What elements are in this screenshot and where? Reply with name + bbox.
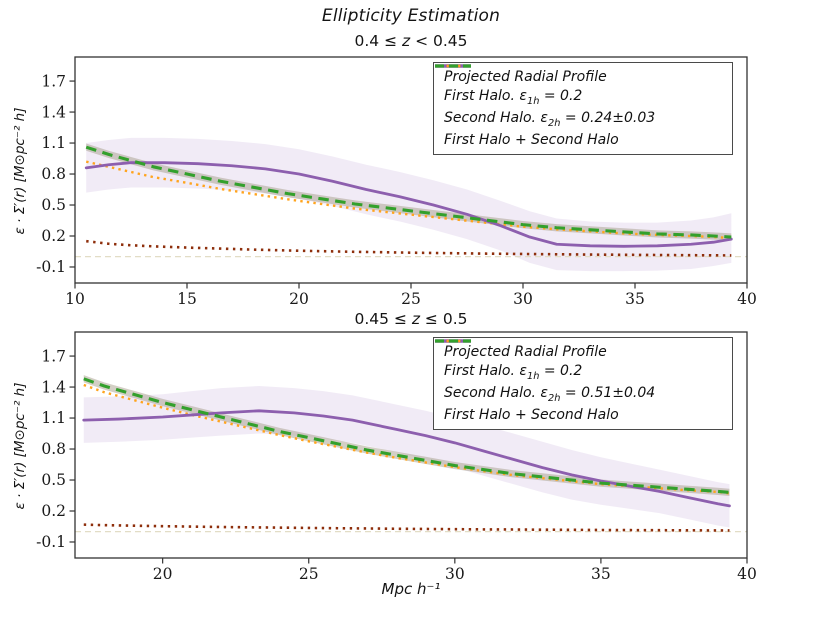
legend-entry: First Halo + Second Halo [435,339,724,423]
x-tick-label: 20 [289,290,309,308]
legend-entry: Projected Radial Profile [435,64,724,86]
panel-2-axes-box [74,331,748,559]
x-tick-label: 30 [445,565,465,583]
panel-2-plot-area [75,375,747,533]
x-tick-label: 25 [401,290,421,308]
x-tick-label: 35 [591,565,611,583]
legend-entry: Second Halo. ε2h = 0.51±0.04 [435,339,724,404]
x-tick-label: 15 [177,290,197,308]
legend-entry-label: Projected Radial Profile [444,69,607,86]
series-first_halo-line [83,523,730,532]
panel-2-title-pre: 0.45 ≤ [354,310,412,328]
x-tick-label: 10 [65,290,85,308]
y-tick-label: -0.1 [36,258,66,276]
y-tick-label: 1.4 [41,378,66,396]
y-tick-label: 0.8 [41,440,66,458]
y-tick-label: 0.5 [41,471,66,489]
legend-dashed-line-sample [435,339,471,343]
series-first_halo-line [86,239,732,257]
x-axis-label: Mpc h⁻¹ [381,580,441,598]
legend-entry-label: Second Halo. ε2h = 0.51±0.04 [444,385,656,404]
legend-dashed-line-sample [435,64,471,68]
panel-1-title-pre: 0.4 ≤ [354,32,402,50]
panel-1-legend: Projected Radial Profile First Halo. ε1h … [433,62,733,155]
panel-2-legend: Projected Radial Profile First Halo. ε1h … [433,337,733,430]
x-tick-label: 40 [737,290,757,308]
panel-2-title-z: z [411,310,420,328]
y-tick-label: 0.2 [41,502,66,520]
y-tick-label: 0.2 [41,227,66,245]
panel-1-title-z: z [402,32,411,50]
combined-model-band [86,143,732,241]
y-tick-label: 1.7 [41,72,66,90]
legend-entry-label: First Halo. ε1h = 0.2 [444,363,583,382]
panel-2-title: 0.45 ≤ z ≤ 0.5 [75,310,747,328]
y-tick-label: 1.1 [41,134,66,152]
profile-confidence-band [86,137,732,272]
legend-entry: Second Halo. ε2h = 0.24±0.03 [435,64,724,129]
y-tick-label: -0.1 [36,533,66,551]
figure-title: Ellipticity Estimation [321,6,501,26]
legend-entry-label: First Halo. ε1h = 0.2 [444,88,583,107]
panel-1-title-post: < 0.45 [410,32,468,50]
x-tick-label: 30 [513,290,533,308]
y-tick-label: 1.4 [41,103,66,121]
panel-2-title-post: ≤ 0.5 [420,310,468,328]
series-combined-line [85,145,732,239]
x-tick-label: 20 [153,565,173,583]
legend-entry: Projected Radial Profile [435,339,724,361]
series-combined-line [83,377,730,494]
legend-entry-label: First Halo + Second Halo [444,131,619,148]
legend-entry: First Halo. ε1h = 0.2 [435,339,724,382]
x-tick-label: 25 [299,565,319,583]
legend-entry-label: Second Halo. ε2h = 0.24±0.03 [444,110,656,129]
x-tick-label: 35 [625,290,645,308]
x-tick-label: 40 [737,565,757,583]
y-tick-label: 1.1 [41,409,66,427]
panel-1-title: 0.4 ≤ z < 0.45 [75,32,747,50]
y-tick-label: 0.5 [41,196,66,214]
y-tick-label: 0.8 [41,165,66,183]
panel-1-plot-area [75,137,747,272]
legend-entry-label: First Halo + Second Halo [444,406,619,423]
y-tick-label: 1.7 [41,347,66,365]
legend-entry-label: Projected Radial Profile [444,344,607,361]
legend-entry: First Halo. ε1h = 0.2 [435,64,724,107]
series-second_halo-line [85,160,732,240]
series-profile-line [84,161,733,248]
legend-entry: First Halo + Second Halo [435,64,724,148]
